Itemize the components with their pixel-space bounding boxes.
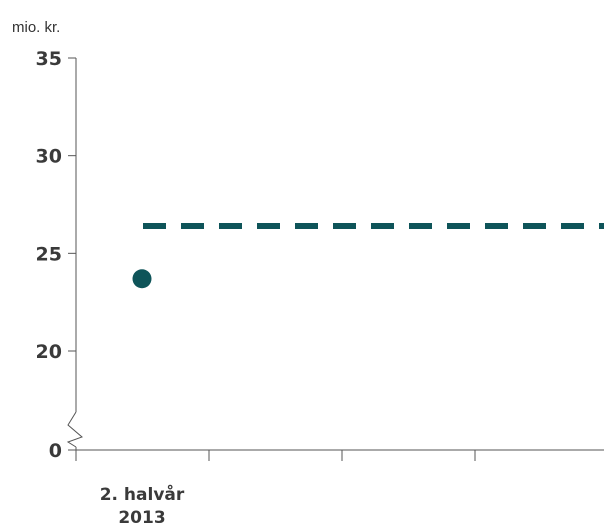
y-axis: 35 30 25 20 0 — [36, 48, 83, 462]
y-tick-label: 35 — [36, 48, 62, 70]
chart-marks — [132, 222, 604, 289]
x-tick-label-line2: 2013 — [118, 508, 165, 528]
y-tick-label: 0 — [49, 440, 62, 462]
x-axis: 2. halvår 2013 — [75, 449, 604, 528]
y-axis-break-mark — [66, 411, 83, 448]
y-tick-label: 25 — [36, 243, 62, 265]
y-axis-unit-label: mio. kr. — [12, 19, 60, 36]
y-tick-label: 30 — [36, 146, 62, 168]
data-point — [132, 269, 152, 289]
x-tick-label-line1: 2. halvår — [100, 483, 185, 505]
y-tick-label: 20 — [36, 341, 62, 363]
